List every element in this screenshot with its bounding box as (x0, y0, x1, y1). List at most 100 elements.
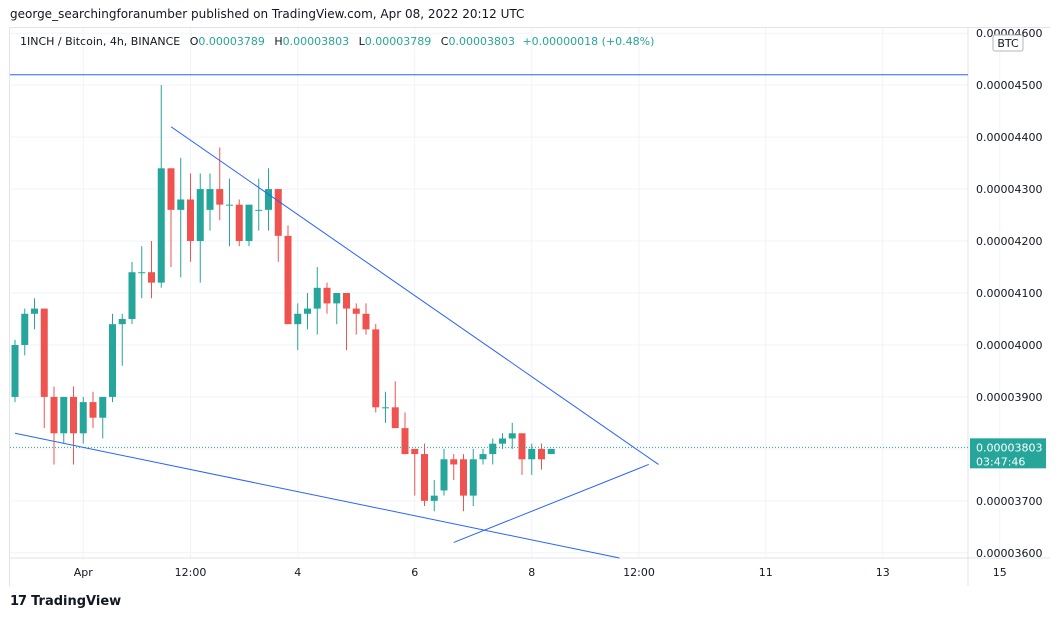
candle (89, 391, 97, 429)
time-tick-label: Apr (74, 566, 94, 579)
trendline-rising-support (453, 464, 649, 543)
price-tick-label: 0.00004300 (976, 183, 1042, 196)
close-label: C (440, 35, 449, 48)
bar-countdown: 03:47:46 (976, 455, 1025, 468)
candle (60, 396, 68, 444)
candle (479, 448, 487, 465)
candle-body (265, 189, 272, 210)
candle-body (226, 204, 233, 206)
price-tick-label: 0.00003700 (976, 495, 1042, 508)
candle (167, 168, 175, 268)
symbol-legend: 1INCH / Bitcoin, 4h, BINANCE O0.00003789… (20, 35, 654, 48)
candle (372, 324, 380, 413)
candle (265, 168, 272, 231)
candle (547, 448, 555, 455)
candle-body (148, 272, 155, 283)
time-tick-label: 13 (876, 566, 890, 579)
candle-body (440, 459, 448, 491)
candle (187, 173, 194, 262)
candle-body (138, 272, 146, 274)
candle-body (528, 448, 536, 460)
candle (235, 199, 243, 247)
open-label: O (189, 35, 199, 48)
open-value: 0.00003789 (198, 35, 265, 48)
candle (157, 85, 165, 288)
candle-body (177, 199, 185, 210)
candle-body (187, 199, 194, 242)
currency-badge-text: BTC (997, 37, 1019, 50)
candle (21, 308, 29, 356)
tradingview-logo[interactable]: 17 TradingView (10, 594, 121, 609)
candle-body (128, 272, 136, 319)
candle-body (382, 407, 389, 409)
candle (421, 443, 428, 507)
candle (70, 386, 77, 465)
candle-body (333, 293, 341, 304)
symbol-title[interactable]: 1INCH / Bitcoin, 4h, BINANCE (20, 35, 181, 48)
candle (109, 313, 116, 403)
candle (528, 443, 536, 475)
candle (440, 448, 448, 496)
candle (11, 339, 19, 403)
candle (304, 293, 311, 330)
trendline-upper-resistance (170, 126, 659, 465)
candle-body (313, 287, 321, 309)
candle (245, 204, 253, 247)
candle (333, 293, 341, 325)
candle-body (60, 396, 68, 434)
last-price-box (970, 438, 1046, 469)
candle-body (216, 189, 224, 205)
publish-caption: george_searchingforanumber published on … (10, 7, 525, 21)
candle-body (245, 204, 253, 242)
high-value: 0.00003803 (282, 35, 350, 48)
candle (50, 386, 58, 465)
candle-body (469, 459, 477, 496)
candle-body (109, 324, 116, 397)
candle-body (343, 293, 350, 309)
candle (40, 308, 48, 429)
candlestick-chart[interactable]: 0.000036000.000037000.000038000.00003900… (10, 28, 1050, 586)
candle-body (274, 189, 282, 236)
candle (460, 454, 467, 512)
candle-body (547, 448, 555, 455)
candle (148, 241, 155, 299)
candle (499, 433, 506, 449)
candle-body (304, 308, 311, 314)
candle-body (206, 189, 214, 210)
candle-body (294, 313, 302, 325)
candle (343, 293, 350, 351)
candle-body (196, 189, 204, 242)
candle-body (235, 204, 243, 242)
candle-body (79, 402, 87, 434)
candle (362, 303, 370, 335)
chart-frame[interactable]: 0.000036000.000037000.000038000.00003900… (9, 27, 1050, 586)
time-tick-label: 15 (993, 566, 1007, 579)
candle (294, 303, 302, 351)
candle-body (411, 448, 419, 455)
candle (430, 480, 438, 512)
candle (391, 381, 399, 429)
price-tick-label: 0.00004500 (976, 79, 1042, 92)
candle (206, 173, 214, 231)
candle (508, 422, 516, 449)
candle (313, 267, 321, 335)
candle-body (499, 438, 506, 444)
candle-body (284, 235, 292, 325)
candle (216, 147, 224, 221)
time-tick-label: 4 (294, 566, 301, 579)
candle-body (40, 308, 48, 397)
candle-body (479, 454, 487, 460)
trendline-lower-support (14, 432, 620, 559)
candle (226, 178, 233, 247)
tradingview-logo-text: TradingView (31, 594, 122, 609)
candle (118, 313, 126, 366)
candle (352, 303, 360, 335)
candle (538, 443, 545, 470)
candle (284, 225, 292, 325)
last-price-value: 0.00003803 (976, 441, 1042, 454)
candle-body (89, 402, 97, 418)
candle-body (430, 495, 438, 501)
currency-badge: BTC (992, 34, 1024, 52)
candle-body (450, 459, 458, 465)
